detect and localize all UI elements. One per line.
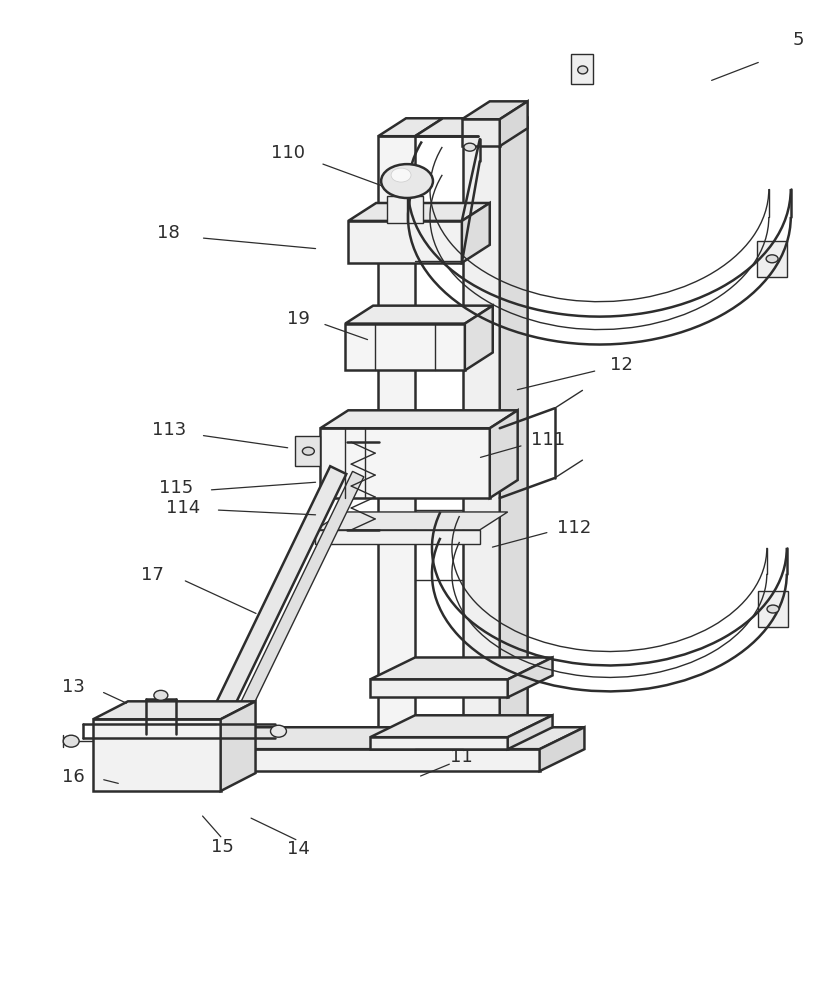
Polygon shape xyxy=(207,466,346,728)
Text: 111: 111 xyxy=(531,431,564,449)
Text: 115: 115 xyxy=(159,479,193,497)
Text: 19: 19 xyxy=(287,310,310,328)
Polygon shape xyxy=(539,727,584,771)
Polygon shape xyxy=(349,221,461,263)
Polygon shape xyxy=(461,119,500,146)
Polygon shape xyxy=(370,737,507,749)
Polygon shape xyxy=(461,203,490,263)
Polygon shape xyxy=(161,749,539,771)
Ellipse shape xyxy=(64,735,79,747)
Polygon shape xyxy=(315,512,507,530)
Polygon shape xyxy=(345,324,465,370)
Polygon shape xyxy=(295,436,320,466)
Polygon shape xyxy=(378,136,415,749)
Text: 113: 113 xyxy=(151,421,186,439)
Polygon shape xyxy=(370,715,553,737)
Ellipse shape xyxy=(391,168,411,182)
Polygon shape xyxy=(345,306,492,324)
Polygon shape xyxy=(230,471,364,730)
Polygon shape xyxy=(415,118,491,136)
Polygon shape xyxy=(461,101,528,119)
Polygon shape xyxy=(93,701,256,719)
Polygon shape xyxy=(378,118,443,136)
Text: 14: 14 xyxy=(287,840,310,858)
Ellipse shape xyxy=(464,143,476,151)
Polygon shape xyxy=(463,118,528,136)
Text: 16: 16 xyxy=(62,768,84,786)
Polygon shape xyxy=(370,657,553,679)
Polygon shape xyxy=(387,196,423,223)
Polygon shape xyxy=(758,591,788,627)
Polygon shape xyxy=(490,410,517,498)
Polygon shape xyxy=(500,118,528,749)
Text: 13: 13 xyxy=(62,678,84,696)
Polygon shape xyxy=(93,719,221,791)
Text: 17: 17 xyxy=(141,566,165,584)
Polygon shape xyxy=(571,54,593,84)
Polygon shape xyxy=(757,241,787,277)
Polygon shape xyxy=(500,101,528,146)
Polygon shape xyxy=(370,679,507,697)
Text: 112: 112 xyxy=(558,519,592,537)
Polygon shape xyxy=(349,203,490,221)
Polygon shape xyxy=(465,306,492,370)
Text: 18: 18 xyxy=(157,224,181,242)
Polygon shape xyxy=(507,657,553,697)
Polygon shape xyxy=(221,701,256,791)
Text: 110: 110 xyxy=(272,144,305,162)
Polygon shape xyxy=(320,410,517,428)
Ellipse shape xyxy=(766,255,778,263)
Polygon shape xyxy=(320,428,490,498)
Text: 114: 114 xyxy=(166,499,200,517)
Ellipse shape xyxy=(381,164,433,198)
Polygon shape xyxy=(161,727,584,749)
Polygon shape xyxy=(463,136,500,749)
Ellipse shape xyxy=(578,66,588,74)
Text: 12: 12 xyxy=(610,356,633,374)
Ellipse shape xyxy=(303,447,314,455)
Ellipse shape xyxy=(154,690,168,700)
Text: 15: 15 xyxy=(212,838,234,856)
Ellipse shape xyxy=(271,725,287,737)
Text: 5: 5 xyxy=(793,31,804,49)
Text: 11: 11 xyxy=(451,748,473,766)
Ellipse shape xyxy=(767,605,779,613)
Polygon shape xyxy=(507,715,553,749)
Polygon shape xyxy=(315,530,480,544)
